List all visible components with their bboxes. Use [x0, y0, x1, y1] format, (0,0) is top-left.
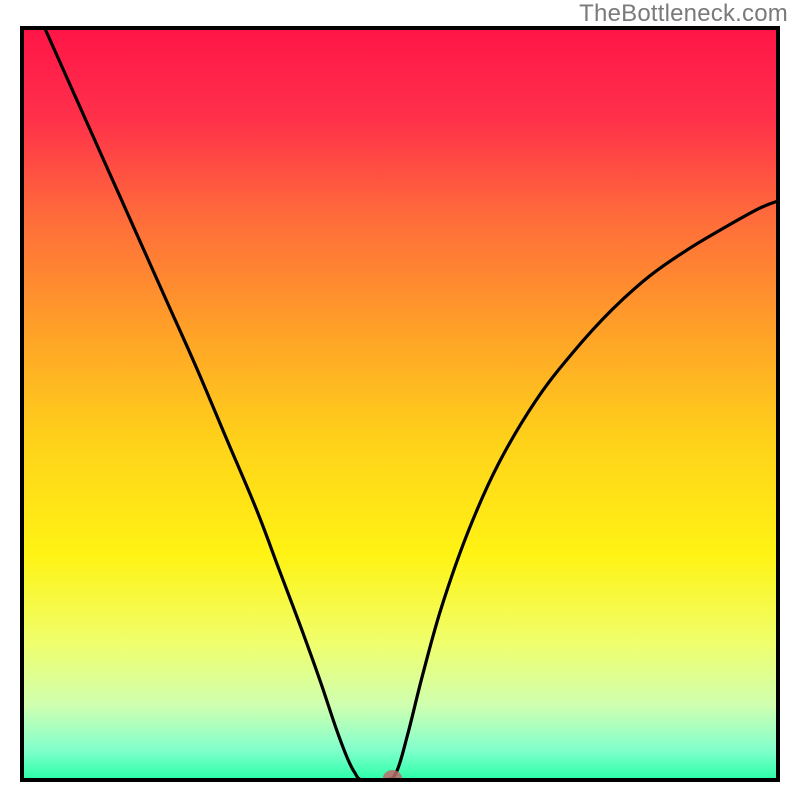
gradient-background	[22, 28, 778, 780]
watermark-text: TheBottleneck.com	[579, 0, 788, 28]
chart-svg	[0, 0, 800, 800]
chart-root: TheBottleneck.com	[0, 0, 800, 800]
